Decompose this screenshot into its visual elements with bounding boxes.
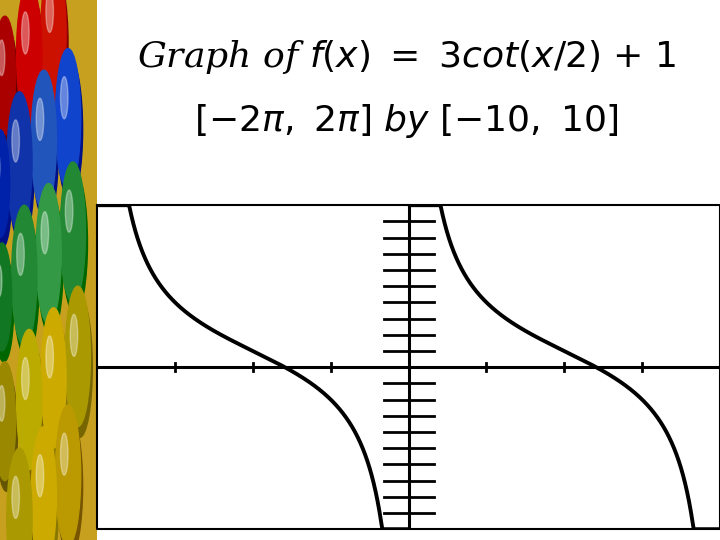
Circle shape: [36, 455, 44, 497]
Circle shape: [42, 0, 68, 113]
Circle shape: [0, 254, 14, 362]
Circle shape: [0, 27, 17, 146]
Circle shape: [12, 120, 19, 162]
Circle shape: [17, 329, 42, 470]
Circle shape: [9, 103, 34, 243]
Circle shape: [67, 297, 92, 437]
Circle shape: [17, 233, 24, 275]
Circle shape: [55, 405, 81, 540]
Text: $[-2\pi,\ 2\pi]$ $\mathit{by}$ $[-10,\ 10]$: $[-2\pi,\ 2\pi]$ $\mathit{by}$ $[-10,\ 1…: [194, 103, 619, 140]
Circle shape: [55, 49, 81, 189]
Circle shape: [0, 140, 12, 248]
Circle shape: [65, 286, 91, 427]
Circle shape: [60, 162, 86, 302]
Circle shape: [33, 81, 58, 221]
Circle shape: [41, 308, 66, 448]
Circle shape: [60, 433, 68, 475]
Circle shape: [41, 0, 66, 103]
Circle shape: [42, 319, 68, 459]
Circle shape: [19, 340, 44, 481]
Circle shape: [0, 386, 5, 421]
Circle shape: [41, 212, 49, 254]
Circle shape: [0, 243, 12, 351]
Circle shape: [46, 336, 53, 378]
Circle shape: [12, 476, 19, 518]
Circle shape: [70, 314, 78, 356]
Circle shape: [31, 70, 56, 211]
Circle shape: [62, 173, 88, 313]
Circle shape: [19, 0, 44, 135]
Circle shape: [22, 12, 30, 54]
Circle shape: [6, 92, 32, 232]
Circle shape: [6, 448, 32, 540]
Circle shape: [46, 0, 53, 32]
Circle shape: [14, 216, 39, 356]
Circle shape: [0, 362, 16, 481]
Circle shape: [58, 59, 83, 200]
Circle shape: [31, 427, 56, 540]
Circle shape: [17, 0, 42, 124]
Circle shape: [36, 98, 44, 140]
Circle shape: [66, 190, 73, 232]
Circle shape: [0, 16, 16, 135]
Circle shape: [12, 205, 37, 346]
Circle shape: [0, 40, 5, 76]
Circle shape: [58, 416, 83, 540]
Circle shape: [9, 459, 34, 540]
Circle shape: [36, 184, 61, 324]
Circle shape: [33, 437, 58, 540]
Circle shape: [38, 194, 63, 335]
Circle shape: [60, 77, 68, 119]
Circle shape: [0, 130, 10, 238]
Circle shape: [0, 265, 2, 297]
Text: Graph of $\mathit{f(x)}$ $=$ $3\mathit{cot(x/2)}$ $+$ $1$: Graph of $\mathit{f(x)}$ $=$ $3\mathit{c…: [138, 38, 676, 76]
Circle shape: [0, 373, 17, 491]
Circle shape: [22, 357, 30, 400]
